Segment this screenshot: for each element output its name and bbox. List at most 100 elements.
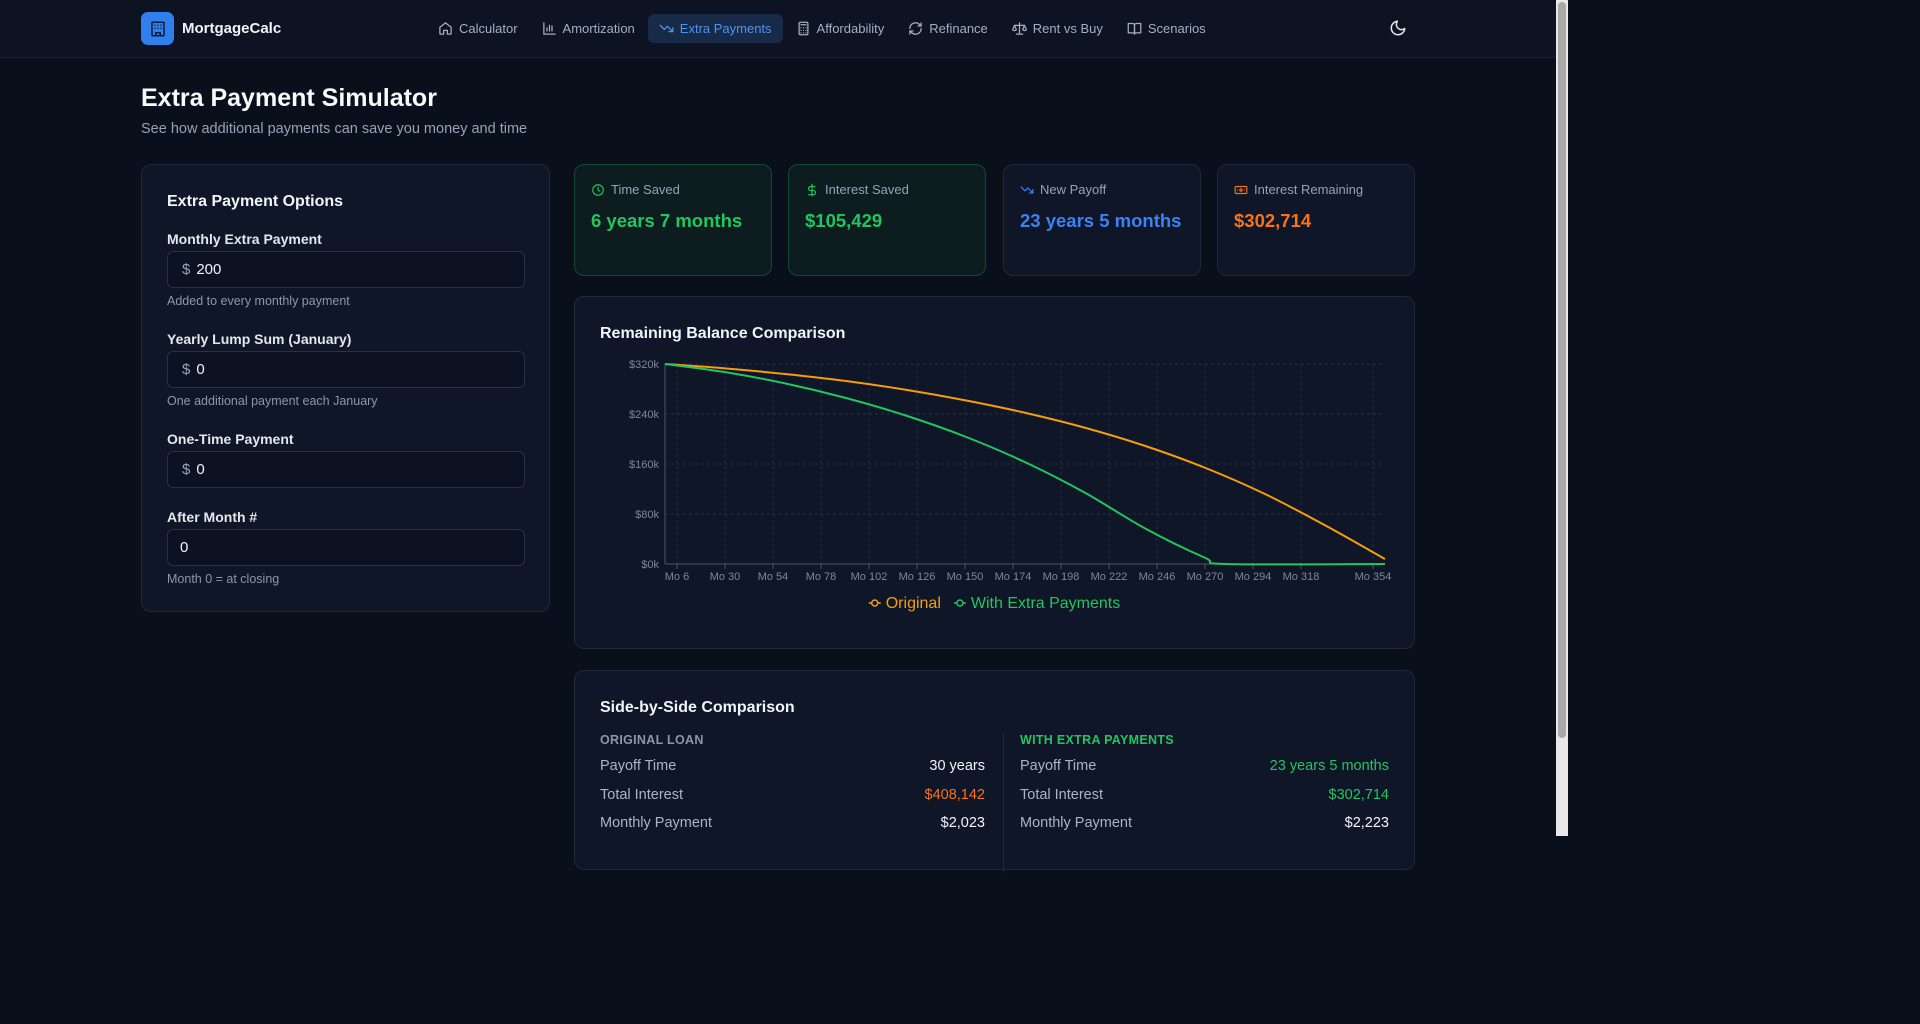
nav-item-amortization[interactable]: Amortization bbox=[531, 14, 646, 43]
legend-label: With Extra Payments bbox=[971, 595, 1120, 612]
yearly-lump-label: Yearly Lump Sum (January) bbox=[167, 331, 352, 347]
nav-item-label: Calculator bbox=[459, 21, 518, 36]
legend-label: Original bbox=[886, 595, 941, 612]
monthly-extra-field: $ bbox=[167, 251, 525, 288]
y-tick-label: $0k bbox=[641, 559, 659, 571]
nav-item-label: Refinance bbox=[929, 21, 988, 36]
top-nav: MortgageCalc Calculator Amortization Ext… bbox=[0, 0, 1556, 58]
after-month-label: After Month # bbox=[167, 509, 258, 525]
scrollbar-thumb[interactable] bbox=[1558, 2, 1566, 738]
banknote-icon bbox=[1234, 185, 1248, 194]
original-interest-value: $408,142 bbox=[924, 787, 985, 803]
refresh-icon bbox=[909, 22, 922, 35]
nav-item-rent-vs-buy[interactable]: Rent vs Buy bbox=[1001, 14, 1114, 43]
nav-item-affordability[interactable]: Affordability bbox=[785, 14, 896, 43]
extra-interest-value: $302,714 bbox=[1328, 787, 1389, 803]
extra-payments-balance-line bbox=[664, 363, 1386, 566]
side-by-side-card: Side-by-Side Comparison ORIGINAL LOAN WI… bbox=[574, 670, 1415, 873]
extra-monthly-value: $2,223 bbox=[1344, 815, 1389, 831]
x-tick-label: Mo 222 bbox=[1091, 571, 1128, 583]
x-tick-label: Mo 318 bbox=[1283, 571, 1320, 583]
extra-interest-label: Total Interest bbox=[1020, 787, 1104, 803]
legend-marker bbox=[956, 599, 964, 607]
balance-chart-card: Remaining Balance Comparison $320k $240k $… bbox=[574, 296, 1415, 649]
stat-label: Interest Saved bbox=[825, 182, 909, 197]
x-tick-label: Mo 102 bbox=[851, 571, 888, 583]
one-time-label: One-Time Payment bbox=[167, 431, 294, 447]
dollar-icon bbox=[807, 183, 817, 196]
time-saved-card: Time Saved 6 years 7 months bbox=[574, 164, 772, 276]
interest-saved-card: Interest Saved $105,429 bbox=[788, 164, 986, 276]
chart-title: Remaining Balance Comparison bbox=[600, 325, 846, 342]
stat-label: Interest Remaining bbox=[1254, 182, 1364, 197]
extra-monthly-label: Monthly Payment bbox=[1020, 815, 1133, 831]
y-tick-label: $320k bbox=[629, 359, 659, 371]
bar-chart-icon bbox=[542, 22, 556, 35]
original-balance-line bbox=[664, 363, 1386, 560]
balance-chart: $320k $240k $160k $80k $0k Mo 6 Mo 30 Mo 54 Mo 7… bbox=[629, 359, 1391, 612]
stat-value: $105,429 bbox=[805, 210, 883, 231]
legend-marker bbox=[870, 599, 879, 607]
dollar-icon: $ bbox=[182, 461, 191, 478]
nav-item-label: Scenarios bbox=[1147, 21, 1206, 36]
trending-down-icon bbox=[1020, 186, 1034, 193]
nav-item-label: Rent vs Buy bbox=[1032, 21, 1103, 36]
original-payoff-label: Payoff Time bbox=[600, 758, 677, 774]
y-tick-label: $80k bbox=[635, 509, 659, 521]
dollar-icon: $ bbox=[182, 261, 191, 278]
page-scrollbar[interactable] bbox=[1556, 0, 1568, 836]
original-payoff-value: 30 years bbox=[929, 758, 985, 774]
x-tick-label: Mo 246 bbox=[1139, 571, 1176, 583]
extra-payment-options-card: Extra Payment Options Monthly Extra Paym… bbox=[141, 164, 550, 612]
nav-item-refinance[interactable]: Refinance bbox=[897, 14, 999, 43]
original-loan-heading: ORIGINAL LOAN bbox=[600, 733, 704, 747]
stat-label: Time Saved bbox=[611, 182, 680, 197]
original-interest-label: Total Interest bbox=[600, 787, 684, 803]
nav-item-label: Amortization bbox=[562, 21, 635, 36]
nav-item-calculator[interactable]: Calculator bbox=[427, 14, 529, 43]
stat-value: 6 years 7 months bbox=[591, 210, 743, 231]
column-divider bbox=[1003, 733, 1004, 873]
new-payoff-card: New Payoff 23 years 5 months bbox=[1003, 164, 1201, 276]
interest-remaining-card: Interest Remaining $302,714 bbox=[1217, 164, 1415, 276]
x-tick-label: Mo 126 bbox=[899, 571, 936, 583]
book-icon bbox=[1127, 22, 1142, 35]
comparison-title: Side-by-Side Comparison bbox=[600, 699, 795, 716]
x-tick-label: Mo 150 bbox=[947, 571, 984, 583]
nav-item-extra-payments[interactable]: Extra Payments bbox=[647, 14, 783, 43]
extra-payoff-value: 23 years 5 months bbox=[1269, 758, 1389, 774]
nav-item-label: Affordability bbox=[816, 21, 885, 36]
monthly-extra-input[interactable] bbox=[196, 261, 497, 278]
monthly-extra-help: Added to every monthly payment bbox=[167, 294, 350, 308]
original-monthly-value: $2,023 bbox=[940, 815, 985, 831]
calculator-icon bbox=[798, 21, 809, 36]
x-tick-label: Mo 174 bbox=[995, 571, 1032, 583]
nav-item-scenarios[interactable]: Scenarios bbox=[1116, 14, 1217, 43]
x-tick-label: Mo 294 bbox=[1235, 571, 1272, 583]
stat-value: $302,714 bbox=[1234, 210, 1312, 231]
x-tick-label: Mo 30 bbox=[710, 571, 741, 583]
after-month-field bbox=[167, 529, 525, 566]
stat-value: 23 years 5 months bbox=[1020, 210, 1182, 231]
theme-toggle-button[interactable] bbox=[1389, 19, 1407, 42]
brand-name: MortgageCalc bbox=[182, 20, 282, 37]
one-time-input[interactable] bbox=[196, 461, 497, 478]
brand[interactable]: MortgageCalc bbox=[141, 12, 281, 45]
options-title: Extra Payment Options bbox=[167, 193, 344, 210]
after-month-input[interactable] bbox=[180, 539, 480, 556]
yearly-lump-input[interactable] bbox=[196, 361, 497, 378]
trending-down-icon bbox=[659, 24, 674, 33]
yearly-lump-help: One additional payment each January bbox=[167, 394, 378, 408]
x-tick-label: Mo 270 bbox=[1187, 571, 1224, 583]
x-tick-label: Mo 54 bbox=[758, 571, 789, 583]
after-month-help: Month 0 = at closing bbox=[167, 572, 280, 586]
home-icon bbox=[439, 22, 452, 35]
moon-icon bbox=[1390, 20, 1406, 36]
extra-payoff-label: Payoff Time bbox=[1020, 758, 1097, 774]
x-tick-label: Mo 78 bbox=[806, 571, 837, 583]
yearly-lump-field: $ bbox=[167, 351, 525, 388]
extra-payments-heading: WITH EXTRA PAYMENTS bbox=[1020, 733, 1174, 747]
dollar-icon: $ bbox=[182, 361, 191, 378]
y-tick-label: $240k bbox=[629, 409, 659, 421]
one-time-field: $ bbox=[167, 451, 525, 488]
